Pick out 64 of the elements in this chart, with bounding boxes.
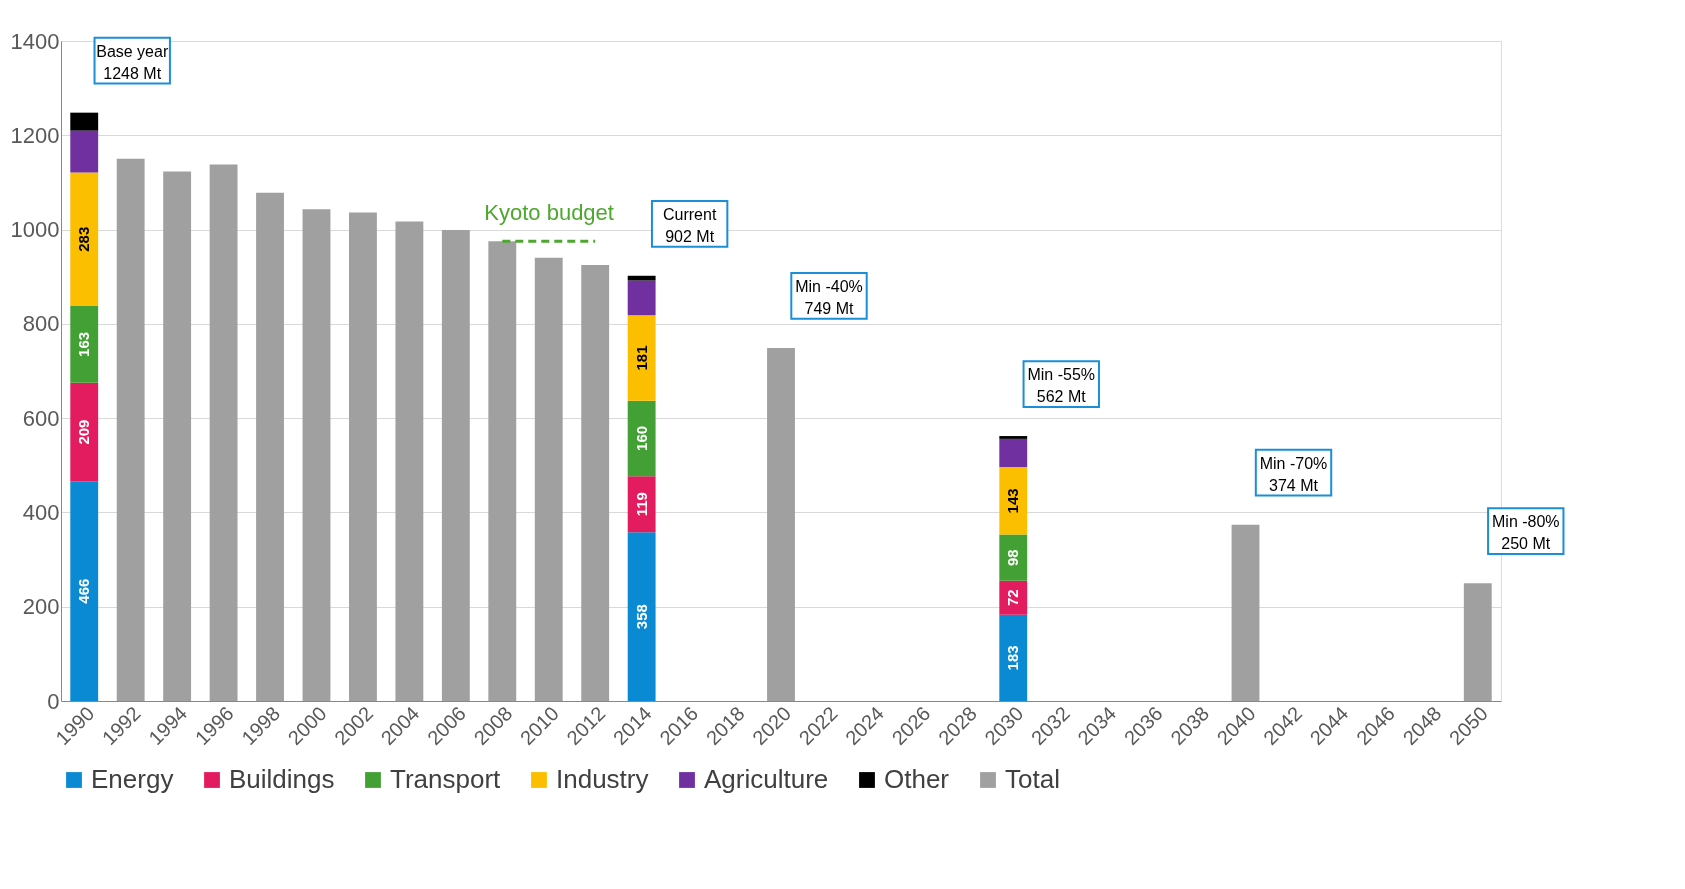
data-label: 143 bbox=[1004, 488, 1022, 514]
legend-label: Transport bbox=[390, 764, 502, 794]
data-label: 209 bbox=[75, 419, 93, 445]
series-label: Kyoto budget bbox=[484, 200, 614, 226]
data-label: 466 bbox=[75, 578, 93, 604]
bar bbox=[349, 212, 377, 701]
data-label: 358 bbox=[632, 604, 650, 630]
bar bbox=[999, 614, 1028, 701]
bar bbox=[70, 382, 99, 482]
bar bbox=[116, 158, 145, 701]
annotation: Min -80% 250 Mt bbox=[1491, 513, 1560, 553]
bar bbox=[70, 112, 99, 131]
y-tick-label: 200 bbox=[22, 594, 60, 620]
data-label: 72 bbox=[1004, 589, 1022, 607]
data-label: 119 bbox=[632, 492, 650, 517]
bar bbox=[627, 315, 656, 401]
bar bbox=[488, 241, 517, 701]
bar bbox=[1231, 524, 1260, 701]
y-tick-label: 1200 bbox=[10, 122, 60, 148]
data-label: 163 bbox=[75, 331, 93, 357]
bar bbox=[302, 209, 331, 701]
bar bbox=[767, 347, 795, 701]
legend-label: Energy bbox=[91, 764, 174, 794]
bar bbox=[627, 532, 656, 701]
annotation: Base year 1248 Mt bbox=[96, 42, 169, 82]
annotation: Min -70% 374 Mt bbox=[1259, 454, 1328, 494]
y-tick-label: 1000 bbox=[10, 217, 60, 243]
annotation: Min -40% 749 Mt bbox=[795, 277, 863, 317]
bar bbox=[627, 476, 656, 533]
bar bbox=[999, 436, 1028, 439]
annotation: Current 902 Mt bbox=[662, 205, 717, 245]
bar bbox=[627, 280, 656, 316]
y-tick-label: 1400 bbox=[10, 28, 60, 54]
y-tick-label: 800 bbox=[22, 311, 60, 337]
y-tick-label: 400 bbox=[22, 499, 60, 525]
bar bbox=[999, 438, 1028, 468]
bar bbox=[999, 467, 1028, 535]
bar bbox=[256, 192, 284, 701]
y-tick-label: 0 bbox=[47, 688, 60, 714]
bar bbox=[70, 481, 99, 701]
legend-label: Industry bbox=[556, 764, 649, 794]
bar bbox=[163, 171, 192, 701]
legend-label: Buildings bbox=[229, 764, 335, 794]
bar bbox=[441, 230, 470, 701]
bar bbox=[534, 257, 563, 701]
annotation: Min -55% 562 Mt bbox=[1027, 366, 1096, 406]
bar bbox=[70, 305, 99, 383]
data-label: 160 bbox=[632, 425, 650, 451]
data-label: 283 bbox=[75, 226, 93, 252]
data-label: 183 bbox=[1004, 645, 1022, 671]
bar bbox=[395, 221, 424, 701]
bar bbox=[1463, 583, 1492, 701]
bar bbox=[581, 264, 610, 701]
bar bbox=[627, 400, 656, 477]
y-tick-label: 600 bbox=[22, 405, 60, 431]
legend-label: Agriculture bbox=[704, 764, 829, 794]
bar bbox=[209, 164, 238, 701]
bar bbox=[999, 580, 1028, 615]
bar bbox=[70, 172, 99, 306]
data-label: 98 bbox=[1004, 549, 1022, 567]
data-label: 181 bbox=[632, 345, 650, 371]
bar bbox=[70, 130, 99, 173]
legend-label: Other bbox=[884, 764, 950, 794]
legend-label: Total bbox=[1005, 764, 1060, 794]
